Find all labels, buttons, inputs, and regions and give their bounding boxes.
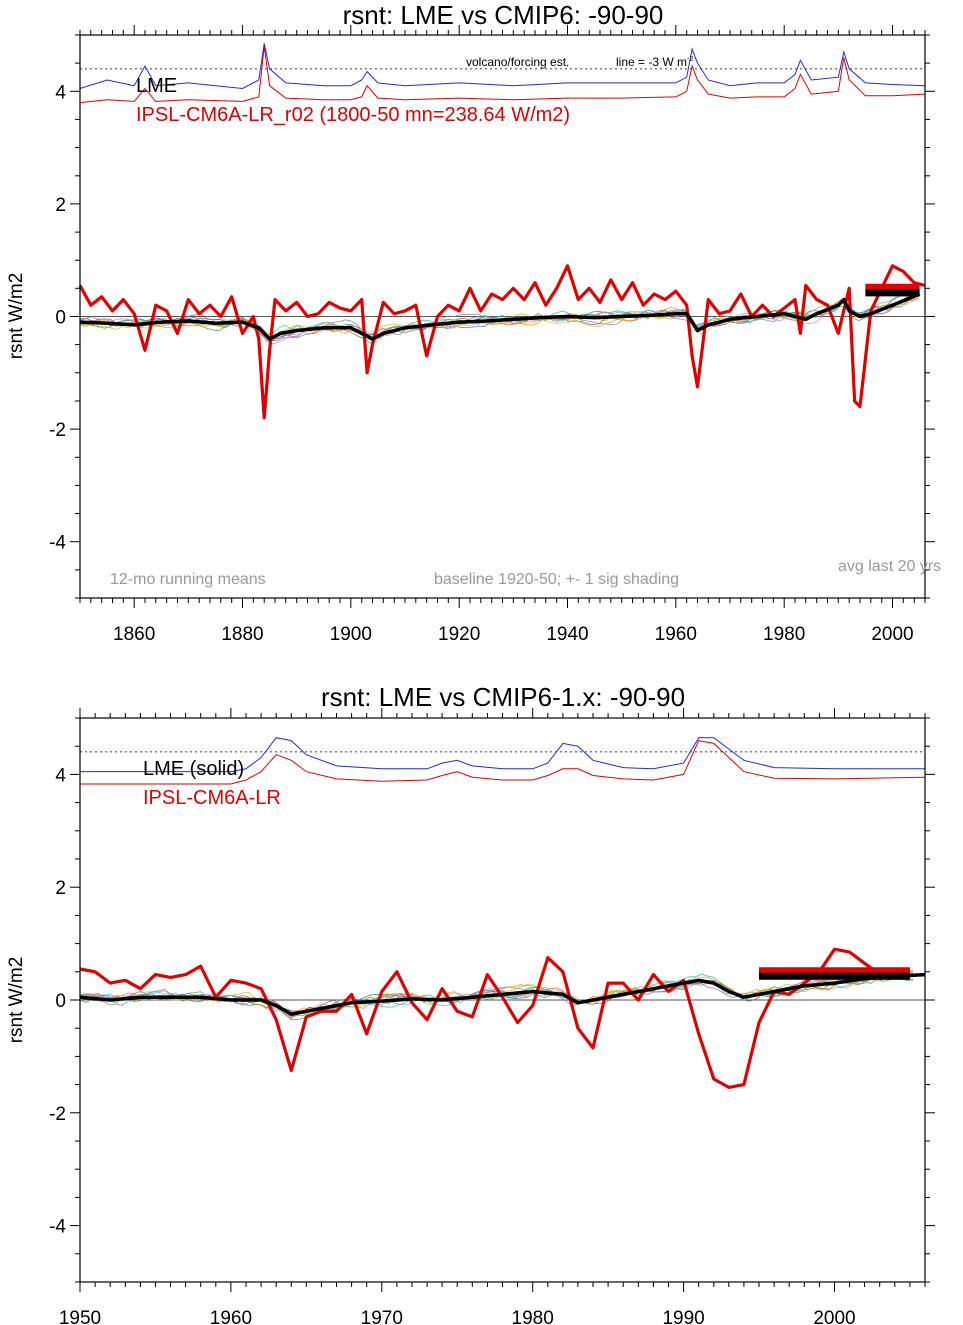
bottom-x-tick-label: 1990 — [662, 1308, 704, 1325]
top-chart-panel: rsnt: LME vs CMIP6: -90-90 rsnt W/m2 -4-… — [6, 0, 941, 645]
top-x-tick-label: 1980 — [763, 624, 805, 645]
top-model-forcing-line — [79, 46, 926, 104]
top-plot-area: -4 -2 0 2 4 1860 1880 1900 1920 1940 1960 1980 2000 — [49, 25, 935, 645]
bottom-y-tick-label: -2 — [49, 1104, 66, 1125]
bottom-x-tick-label: 2000 — [813, 1308, 855, 1325]
top-y-tick-label: 4 — [55, 82, 66, 103]
top-x-tick-label: 1900 — [330, 624, 372, 645]
bottom-chart-title: rsnt: LME vs CMIP6-1.x: -90-90 — [321, 682, 685, 712]
top-x-tick-label: 2000 — [871, 624, 913, 645]
top-y-tick-label: 0 — [55, 308, 66, 329]
bottom-legend-lme: LME (solid) — [143, 758, 244, 780]
top-chart-y-axis-label: rsnt W/m2 — [6, 273, 27, 360]
top-chart-title: rsnt: LME vs CMIP6: -90-90 — [343, 0, 664, 30]
bottom-chart-y-axis-label: rsnt W/m2 — [6, 957, 27, 1044]
top-annotation-baseline: baseline 1920-50; +- 1 sig shading — [434, 571, 679, 588]
top-x-tick-label: 1920 — [438, 624, 480, 645]
bottom-y-tick-label: 2 — [55, 878, 66, 899]
top-lme-mean-line — [79, 292, 921, 341]
bottom-lme-forcing-line — [80, 737, 925, 773]
bottom-plot-area: -4 -2 0 2 4 1950 1960 1970 1980 1990 2000 — [49, 708, 935, 1325]
bottom-model-forcing-line — [80, 740, 926, 785]
top-annotation-line: line = -3 W m-2 — [616, 55, 693, 69]
top-annotation-running-means: 12-mo running means — [110, 571, 266, 588]
bottom-lme-mean-line — [79, 972, 926, 1016]
top-x-tick-label: 1860 — [113, 624, 155, 645]
bottom-x-tick-label: 1970 — [361, 1308, 403, 1325]
top-annotation-avg-last-20: avg last 20 yrs — [838, 558, 941, 575]
top-model-line — [78, 264, 926, 420]
bottom-legend-model: IPSL-CM6A-LR — [143, 787, 281, 809]
top-y-tick-label: -2 — [49, 420, 66, 441]
bottom-model-line — [79, 947, 911, 1089]
bottom-x-tick-label: 1980 — [512, 1308, 554, 1325]
top-x-tick-label: 1960 — [655, 624, 697, 645]
bottom-ensemble-member-line — [79, 973, 914, 1016]
top-y-tick-label: 2 — [55, 195, 66, 216]
top-annotation-volcano: volcano/forcing est. — [466, 55, 569, 69]
top-lme-forcing-line — [79, 43, 926, 90]
bottom-y-tick-label: 0 — [55, 991, 66, 1012]
top-legend-lme: LME — [136, 75, 177, 97]
bottom-x-tick-label: 1960 — [210, 1308, 252, 1325]
bottom-x-tick-label: 1950 — [59, 1308, 101, 1325]
top-y-tick-label: -4 — [49, 533, 66, 554]
bottom-y-tick-label: 4 — [55, 765, 66, 786]
top-x-tick-label: 1880 — [221, 624, 263, 645]
top-legend-model: IPSL-CM6A-LR_r02 (1800-50 mn=238.64 W/m2… — [136, 104, 570, 126]
bottom-y-tick-label: -4 — [49, 1217, 66, 1238]
bottom-chart-panel: rsnt: LME vs CMIP6-1.x: -90-90 rsnt W/m2… — [6, 682, 935, 1325]
top-x-tick-label: 1940 — [546, 624, 588, 645]
